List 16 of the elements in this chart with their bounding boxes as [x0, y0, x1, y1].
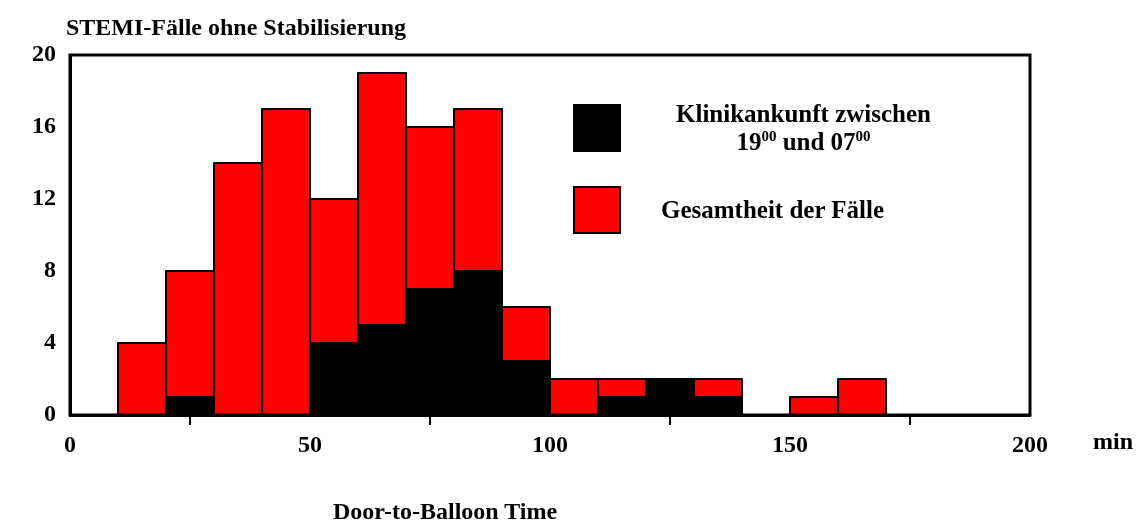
legend-label: Gesamtheit der Fälle — [661, 196, 885, 225]
y-tick-label: 0 — [44, 400, 56, 427]
chart-title: STEMI-Fälle ohne Stabilisierung — [66, 14, 407, 41]
x-tick-label: 150 — [772, 430, 808, 457]
y-tick-label: 4 — [44, 328, 56, 355]
y-tick-label: 20 — [32, 40, 56, 67]
x-tick-label: 50 — [298, 430, 322, 457]
x-tick-label: 100 — [532, 430, 568, 457]
y-tick-label: 12 — [32, 184, 56, 211]
x-tick-label: 0 — [64, 430, 76, 457]
x-axis-title: Door-to-Balloon Time — [332, 498, 558, 525]
legend-label: Klinikankunft zwischen 19$^{00}$ und 07$^{00}$ — [675, 100, 932, 157]
y-tick-label: 8 — [44, 256, 56, 283]
y-tick-label: 16 — [32, 112, 56, 139]
x-tick-label: 200 — [1012, 430, 1048, 457]
text: min — [1093, 428, 1134, 455]
